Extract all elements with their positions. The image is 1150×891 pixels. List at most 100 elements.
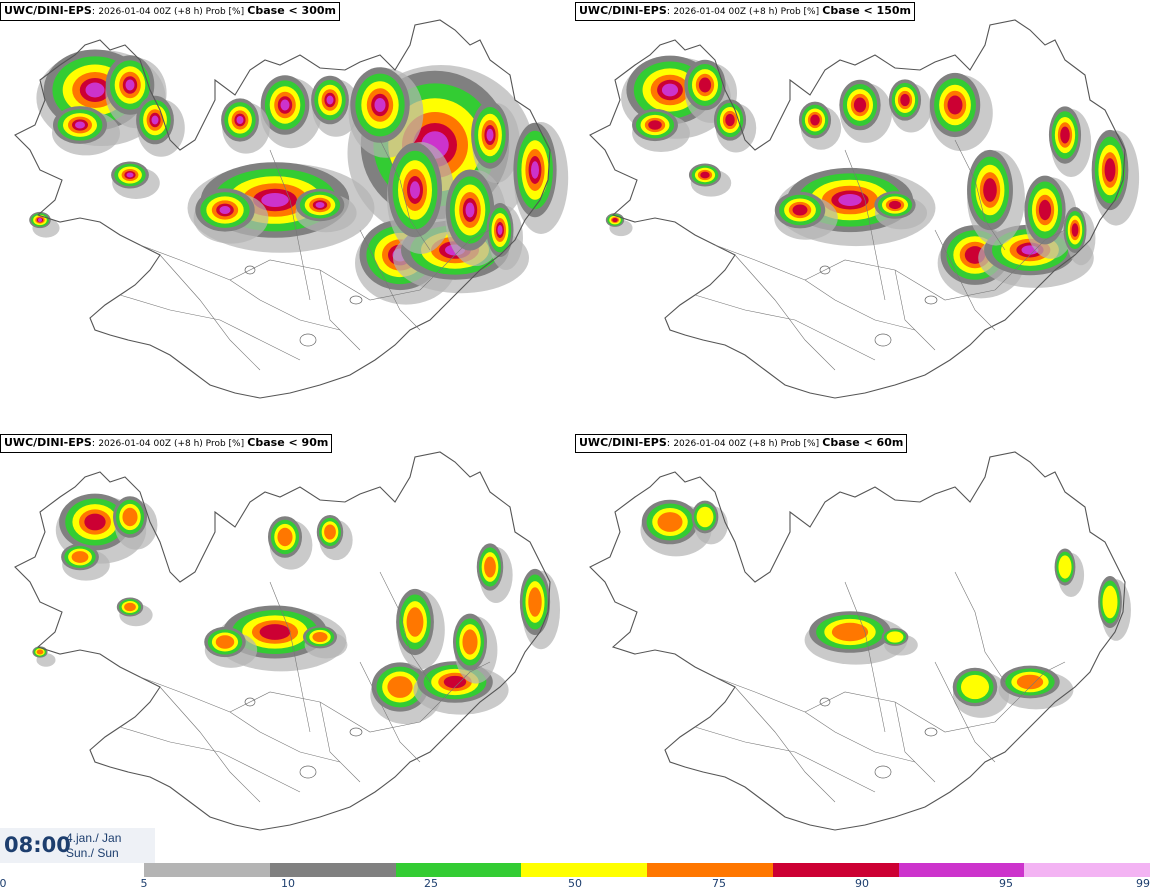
road-line <box>934 229 996 331</box>
prob-area <box>410 181 420 199</box>
prob-area <box>125 79 135 91</box>
valid-time-box: 08:00 4.jan./ Jan Sun./ Sun <box>0 828 155 863</box>
prob-area <box>484 556 496 578</box>
prob-area <box>612 217 618 223</box>
road-line <box>954 571 1006 683</box>
lake-outline <box>819 265 831 275</box>
cbase-threshold: Cbase < 60m <box>822 436 904 449</box>
prob-area <box>219 206 231 214</box>
prob-area <box>725 113 735 127</box>
cbase-threshold: Cbase < 90m <box>247 436 329 449</box>
road-line <box>419 661 491 723</box>
road-line <box>269 149 311 301</box>
prob-area <box>1038 199 1052 221</box>
road-line <box>319 269 361 351</box>
probability-colorbar <box>144 863 1150 877</box>
prob-area <box>648 120 662 130</box>
run-info: 2026-01-04 00Z (+8 h) Prob [%] <box>673 7 820 17</box>
prob-area <box>900 93 910 107</box>
lake-outline <box>349 727 363 737</box>
prob-area <box>700 171 710 179</box>
coastline <box>14 19 551 399</box>
colorbar-tick-label: 90 <box>855 877 869 890</box>
prob-area <box>387 676 413 698</box>
road-line <box>139 244 341 331</box>
model-name: UWC/DINI-EPS <box>4 4 92 17</box>
prob-area <box>277 527 293 547</box>
road-line <box>359 229 421 331</box>
road-line <box>119 726 301 793</box>
panel-title: UWC/DINI-EPS: 2026-01-04 00Z (+8 h) Prob… <box>575 2 915 21</box>
prob-area <box>326 95 334 105</box>
prob-area <box>696 506 714 528</box>
colorbar-tick-label: 99 <box>1136 877 1150 890</box>
run-info: 2026-01-04 00Z (+8 h) Prob [%] <box>98 7 245 17</box>
lake-outline <box>299 765 317 779</box>
prob-area <box>259 624 291 640</box>
road-line <box>934 661 996 763</box>
prob-area <box>497 225 503 235</box>
colorbar-tick-label: 75 <box>712 877 726 890</box>
prob-area <box>465 202 475 218</box>
coastline <box>14 451 551 831</box>
prob-area <box>792 204 808 216</box>
road-line <box>419 229 491 291</box>
prob-area <box>838 194 862 206</box>
lake-outline <box>244 697 256 707</box>
prob-area <box>531 161 539 179</box>
prob-area <box>122 507 138 527</box>
road-line <box>714 244 916 331</box>
road-line <box>844 149 886 301</box>
prob-area <box>85 82 105 98</box>
colorbar-tick-label: 50 <box>568 877 582 890</box>
iceland-map <box>589 451 1131 831</box>
road-line <box>379 571 431 683</box>
colorbar-segment <box>395 863 522 877</box>
prob-area <box>315 202 325 208</box>
colorbar-segment <box>647 863 773 877</box>
road-line <box>379 139 431 251</box>
colorbar-tick-label: 10 <box>281 877 295 890</box>
coastline <box>589 19 1126 399</box>
prob-area <box>1016 674 1044 690</box>
prob-area <box>443 675 467 689</box>
road-line <box>694 726 876 793</box>
prob-area <box>888 200 902 210</box>
prob-area <box>853 97 867 113</box>
lake-outline <box>244 265 256 275</box>
weekday-line: Sun./ Sun <box>66 846 119 860</box>
colorbar-segment <box>269 863 396 877</box>
prob-area <box>886 631 904 643</box>
prob-area <box>36 649 44 655</box>
road-line <box>844 581 886 733</box>
road-line <box>159 254 261 371</box>
map-panel-150m: UWC/DINI-EPS: 2026-01-04 00Z (+8 h) Prob… <box>575 0 1150 430</box>
iceland-map <box>14 19 569 399</box>
road-line <box>119 294 301 361</box>
lake-outline <box>874 333 892 347</box>
road-line <box>319 701 361 783</box>
map-panel-300m: UWC/DINI-EPS: 2026-01-04 00Z (+8 h) Prob… <box>0 0 575 430</box>
prob-area <box>810 114 820 126</box>
lake-outline <box>924 727 938 737</box>
colorbar-segment <box>1024 863 1150 877</box>
prob-area <box>1104 158 1116 182</box>
road-line <box>694 294 876 361</box>
valid-date: 4.jan./ Jan Sun./ Sun <box>66 831 121 861</box>
prob-area <box>71 551 89 563</box>
prob-area <box>124 602 136 612</box>
prob-area <box>406 607 424 637</box>
prob-area <box>84 513 106 531</box>
road-line <box>994 661 1066 723</box>
road-line <box>894 701 936 783</box>
prob-area <box>657 512 683 532</box>
prob-area <box>236 116 244 124</box>
iceland-map <box>589 19 1140 399</box>
valid-time: 08:00 <box>4 833 71 857</box>
prob-area <box>947 95 963 115</box>
prob-area <box>960 674 990 700</box>
cbase-threshold: Cbase < 300m <box>247 4 336 17</box>
run-info: 2026-01-04 00Z (+8 h) Prob [%] <box>98 439 245 449</box>
road-line <box>139 676 341 763</box>
colorbar-segment <box>521 863 647 877</box>
